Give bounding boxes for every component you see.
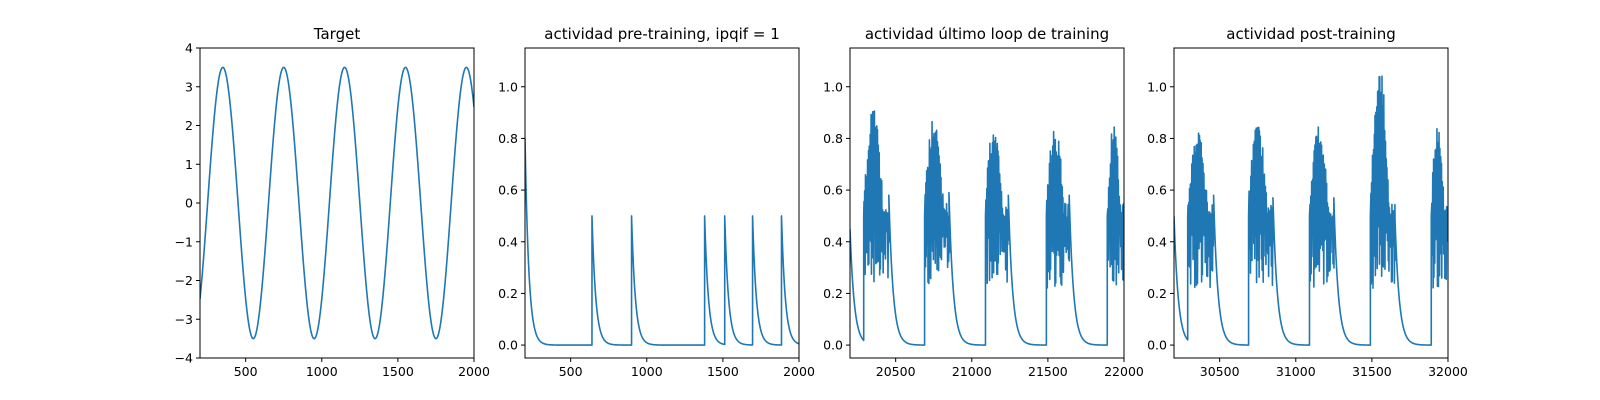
x-tick-label: 22000 xyxy=(1104,364,1144,379)
y-tick-label: 0.4 xyxy=(823,234,843,249)
y-tick-label: 0.6 xyxy=(1147,183,1167,198)
x-tick-label: 31500 xyxy=(1352,364,1392,379)
pre-training-panel: actividad pre-training, ipqif = 1 500 100… xyxy=(498,25,815,379)
x-tick-label: 1500 xyxy=(382,364,414,379)
x-tick-label: 500 xyxy=(234,364,258,379)
series-line xyxy=(200,66,474,340)
post-training-panel: actividad post-training 30500 31000 31500 3… xyxy=(1147,25,1468,379)
y-tick-label: 0.2 xyxy=(823,286,843,301)
series-line xyxy=(525,138,799,346)
x-tick-label: 32000 xyxy=(1428,364,1468,379)
y-tick-label: −3 xyxy=(175,312,193,327)
y-tick-label: 3 xyxy=(185,79,193,94)
series-line xyxy=(850,110,1124,346)
x-tick-label: 1000 xyxy=(631,364,663,379)
y-tick-label: 0.4 xyxy=(1147,234,1167,249)
plot-frame xyxy=(524,47,800,359)
x-tick-label: 1000 xyxy=(306,364,338,379)
plot-frame xyxy=(1173,47,1449,359)
target-panel: Target 500 1000 1500 2000 −4 −3 −2 −1 0 1 2 3 4 xyxy=(175,25,490,379)
chart-title: actividad último loop de training xyxy=(865,25,1109,43)
y-tick-label: −2 xyxy=(175,273,193,288)
x-tick-label: 2000 xyxy=(458,364,490,379)
y-tick-label: 0.8 xyxy=(823,131,843,146)
y-tick-label: 1.0 xyxy=(1147,79,1167,94)
y-tick-label: 1.0 xyxy=(823,79,843,94)
y-tick-label: 0.4 xyxy=(498,234,518,249)
training-last-loop-panel: actividad último loop de training 20500 2… xyxy=(823,25,1144,379)
chart-title: actividad post-training xyxy=(1226,25,1395,43)
x-tick-label: 21000 xyxy=(952,364,992,379)
y-tick-label: 1 xyxy=(185,157,193,172)
x-tick-label: 500 xyxy=(559,364,583,379)
y-tick-label: 0.2 xyxy=(1147,286,1167,301)
y-tick-label: −1 xyxy=(175,234,193,249)
plot-frame xyxy=(199,47,475,359)
y-tick-label: 0.0 xyxy=(823,338,843,353)
y-tick-label: −4 xyxy=(175,351,193,366)
x-tick-label: 31000 xyxy=(1276,364,1316,379)
y-tick-label: 2 xyxy=(185,118,193,133)
y-tick-label: 0.6 xyxy=(498,183,518,198)
x-tick-label: 2000 xyxy=(783,364,815,379)
chart-title: Target xyxy=(313,25,361,43)
x-tick-label: 21500 xyxy=(1028,364,1068,379)
y-tick-label: 0.8 xyxy=(1147,131,1167,146)
x-tick-label: 30500 xyxy=(1200,364,1240,379)
y-tick-label: 0.0 xyxy=(498,338,518,353)
y-tick-label: 1.0 xyxy=(498,79,518,94)
x-tick-label: 1500 xyxy=(707,364,739,379)
y-tick-label: 0.8 xyxy=(498,131,518,146)
y-tick-label: 4 xyxy=(185,41,193,56)
y-tick-label: 0.6 xyxy=(823,183,843,198)
y-tick-label: 0.0 xyxy=(1147,338,1167,353)
series-line xyxy=(1174,75,1448,346)
plot-frame xyxy=(849,47,1125,359)
y-tick-label: 0 xyxy=(185,196,193,211)
x-tick-label: 20500 xyxy=(876,364,916,379)
y-tick-label: 0.2 xyxy=(498,286,518,301)
chart-title: actividad pre-training, ipqif = 1 xyxy=(544,25,780,43)
